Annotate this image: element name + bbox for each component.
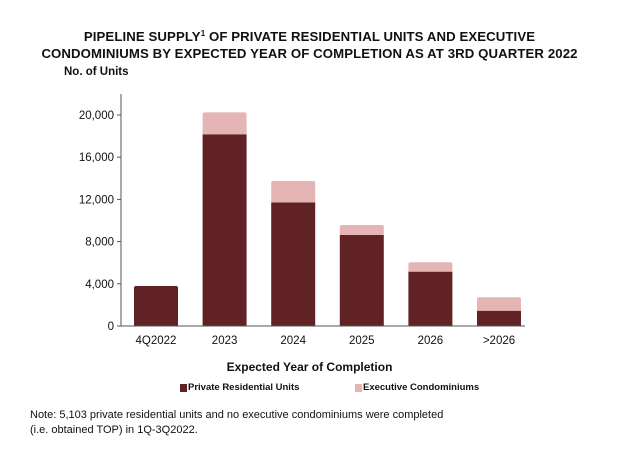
y-tick-label: 0: [108, 321, 114, 333]
footnote-line1: Note: 5,103 private residential units an…: [30, 409, 444, 421]
x-tick-label: 4Q2022: [136, 335, 177, 347]
legend-item-private: Private Residential Units: [180, 382, 299, 393]
x-tick-label: 2025: [349, 335, 375, 347]
bar-private-2026: [408, 271, 453, 326]
y-tick-label: 12,000: [79, 194, 114, 206]
legend-label-ec: Executive Condominiums: [363, 382, 480, 393]
bar-private-4Q2022: [134, 286, 178, 326]
y-axis-label: No. of Units: [64, 66, 129, 78]
title-footnote-marker: 1: [200, 29, 206, 38]
x-tick-label: 2026: [418, 335, 444, 347]
legend-label-private: Private Residential Units: [188, 382, 300, 393]
y-tick-label: 4,000: [85, 279, 114, 291]
footnote-line2: (i.e. obtained TOP) in 1Q-3Q2022.: [30, 424, 198, 436]
bar-ec-2023: [202, 112, 247, 135]
x-tick-label: >2026: [483, 335, 515, 347]
y-tick-label: 16,000: [79, 152, 114, 164]
legend-swatch-private: [180, 383, 187, 392]
bar-ec-2026: [408, 262, 453, 272]
footnote: Note: 5,103 private residential units an…: [30, 408, 443, 438]
bar-private-2025: [339, 234, 384, 326]
bar-private-2024: [271, 202, 316, 326]
bar-ec->2026: [477, 297, 521, 311]
bar-ec-2024: [271, 181, 316, 203]
x-tick-label: 2023: [212, 335, 238, 347]
bar-private-2023: [202, 134, 247, 326]
chart-title: PIPELINE SUPPLY1 OF PRIVATE RESIDENTIAL …: [0, 28, 619, 62]
legend-item-ec: Executive Condominiums: [355, 382, 479, 393]
bar-private->2026: [477, 310, 521, 326]
title-line1-part1: PIPELINE SUPPLY: [83, 29, 201, 44]
y-tick-label: 20,000: [79, 110, 114, 122]
y-tick-label: 8,000: [85, 237, 114, 249]
x-tick-label: 2024: [280, 335, 306, 347]
title-line1-part2: OF PRIVATE RESIDENTIAL UNITS AND EXECUTI…: [205, 29, 536, 44]
legend-swatch-ec: [355, 383, 362, 392]
title-line2: CONDOMINIUMS BY EXPECTED YEAR OF COMPLET…: [41, 46, 578, 61]
bar-ec-2025: [339, 225, 384, 235]
x-axis-label: Expected Year of Completion: [226, 360, 393, 374]
